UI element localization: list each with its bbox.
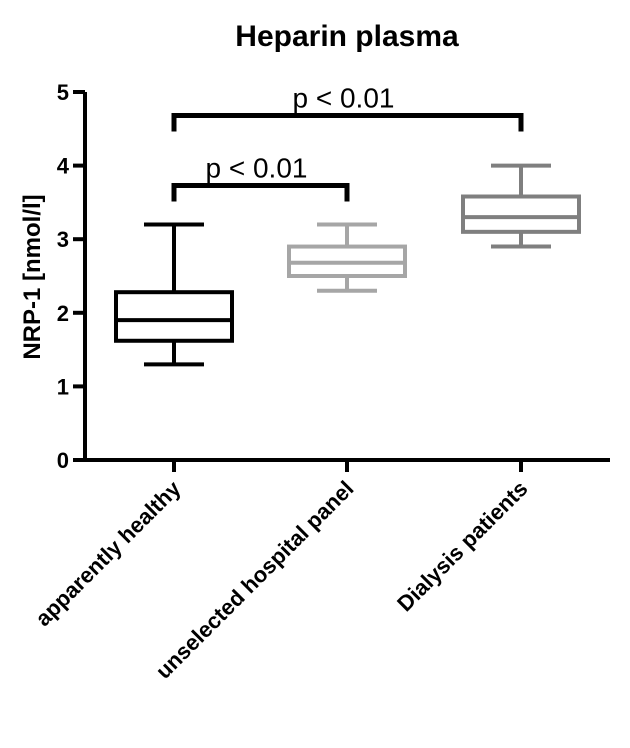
box-marks xyxy=(114,163,581,367)
significance-brackets: p < 0.01 p < 0.01 xyxy=(171,83,524,202)
y-tick-label: 1 xyxy=(57,374,69,399)
box-1 xyxy=(114,222,234,367)
bracket-line xyxy=(171,182,350,202)
box-2 xyxy=(287,222,407,293)
x-category-label: unselected hospital panel xyxy=(151,476,359,684)
p-value-label: p < 0.01 xyxy=(293,83,395,114)
y-tick-label: 2 xyxy=(57,301,69,326)
box-3 xyxy=(461,163,581,249)
p-value-label: p < 0.01 xyxy=(206,152,308,183)
y-axis-label: NRP-1 [nmol/l] xyxy=(19,194,46,359)
iqr-box xyxy=(114,290,234,343)
chart-title: Heparin plasma xyxy=(235,20,459,53)
bracket-line xyxy=(171,113,524,132)
y-tick-label: 4 xyxy=(57,154,70,179)
significance-bracket-2: p < 0.01 xyxy=(171,83,524,132)
axes: 0 1 2 3 4 5 xyxy=(57,80,610,473)
y-tick-label: 3 xyxy=(57,227,69,252)
x-category-label: Dialysis patients xyxy=(392,476,532,616)
x-category-label: apparently healthy xyxy=(30,475,186,631)
y-tick-label: 0 xyxy=(57,448,69,473)
significance-bracket-1: p < 0.01 xyxy=(171,152,350,202)
y-tick-label: 5 xyxy=(57,80,69,105)
iqr-box xyxy=(461,194,581,234)
